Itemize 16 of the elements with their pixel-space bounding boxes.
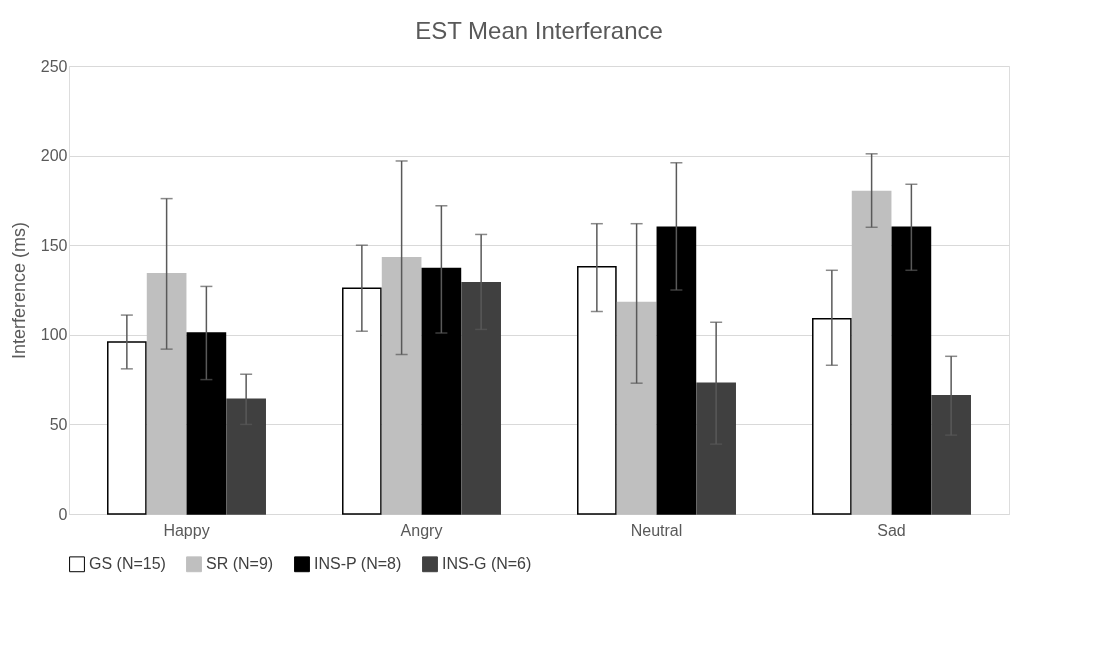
y-tick-label: 250 — [40, 57, 68, 75]
chart-title: EST Mean Interferance — [415, 17, 663, 44]
legend-label: INS-G (N=6) — [442, 555, 532, 573]
y-tick-label: 200 — [40, 147, 68, 165]
y-tick-label: 0 — [58, 505, 68, 523]
x-tick-label: Sad — [877, 521, 906, 539]
x-tick-label: Neutral — [630, 521, 683, 539]
y-axis-title: Interference (ms) — [8, 221, 29, 360]
legend-label: SR (N=9) — [206, 555, 274, 573]
x-tick-label: Angry — [400, 521, 443, 539]
x-tick-label: Happy — [163, 521, 210, 539]
legend-label: INS-P (N=8) — [314, 555, 402, 573]
y-tick-label: 100 — [40, 326, 68, 344]
y-tick-label: 50 — [49, 415, 68, 433]
y-tick-label: 150 — [40, 236, 68, 254]
legend-label: GS (N=15) — [89, 555, 166, 573]
